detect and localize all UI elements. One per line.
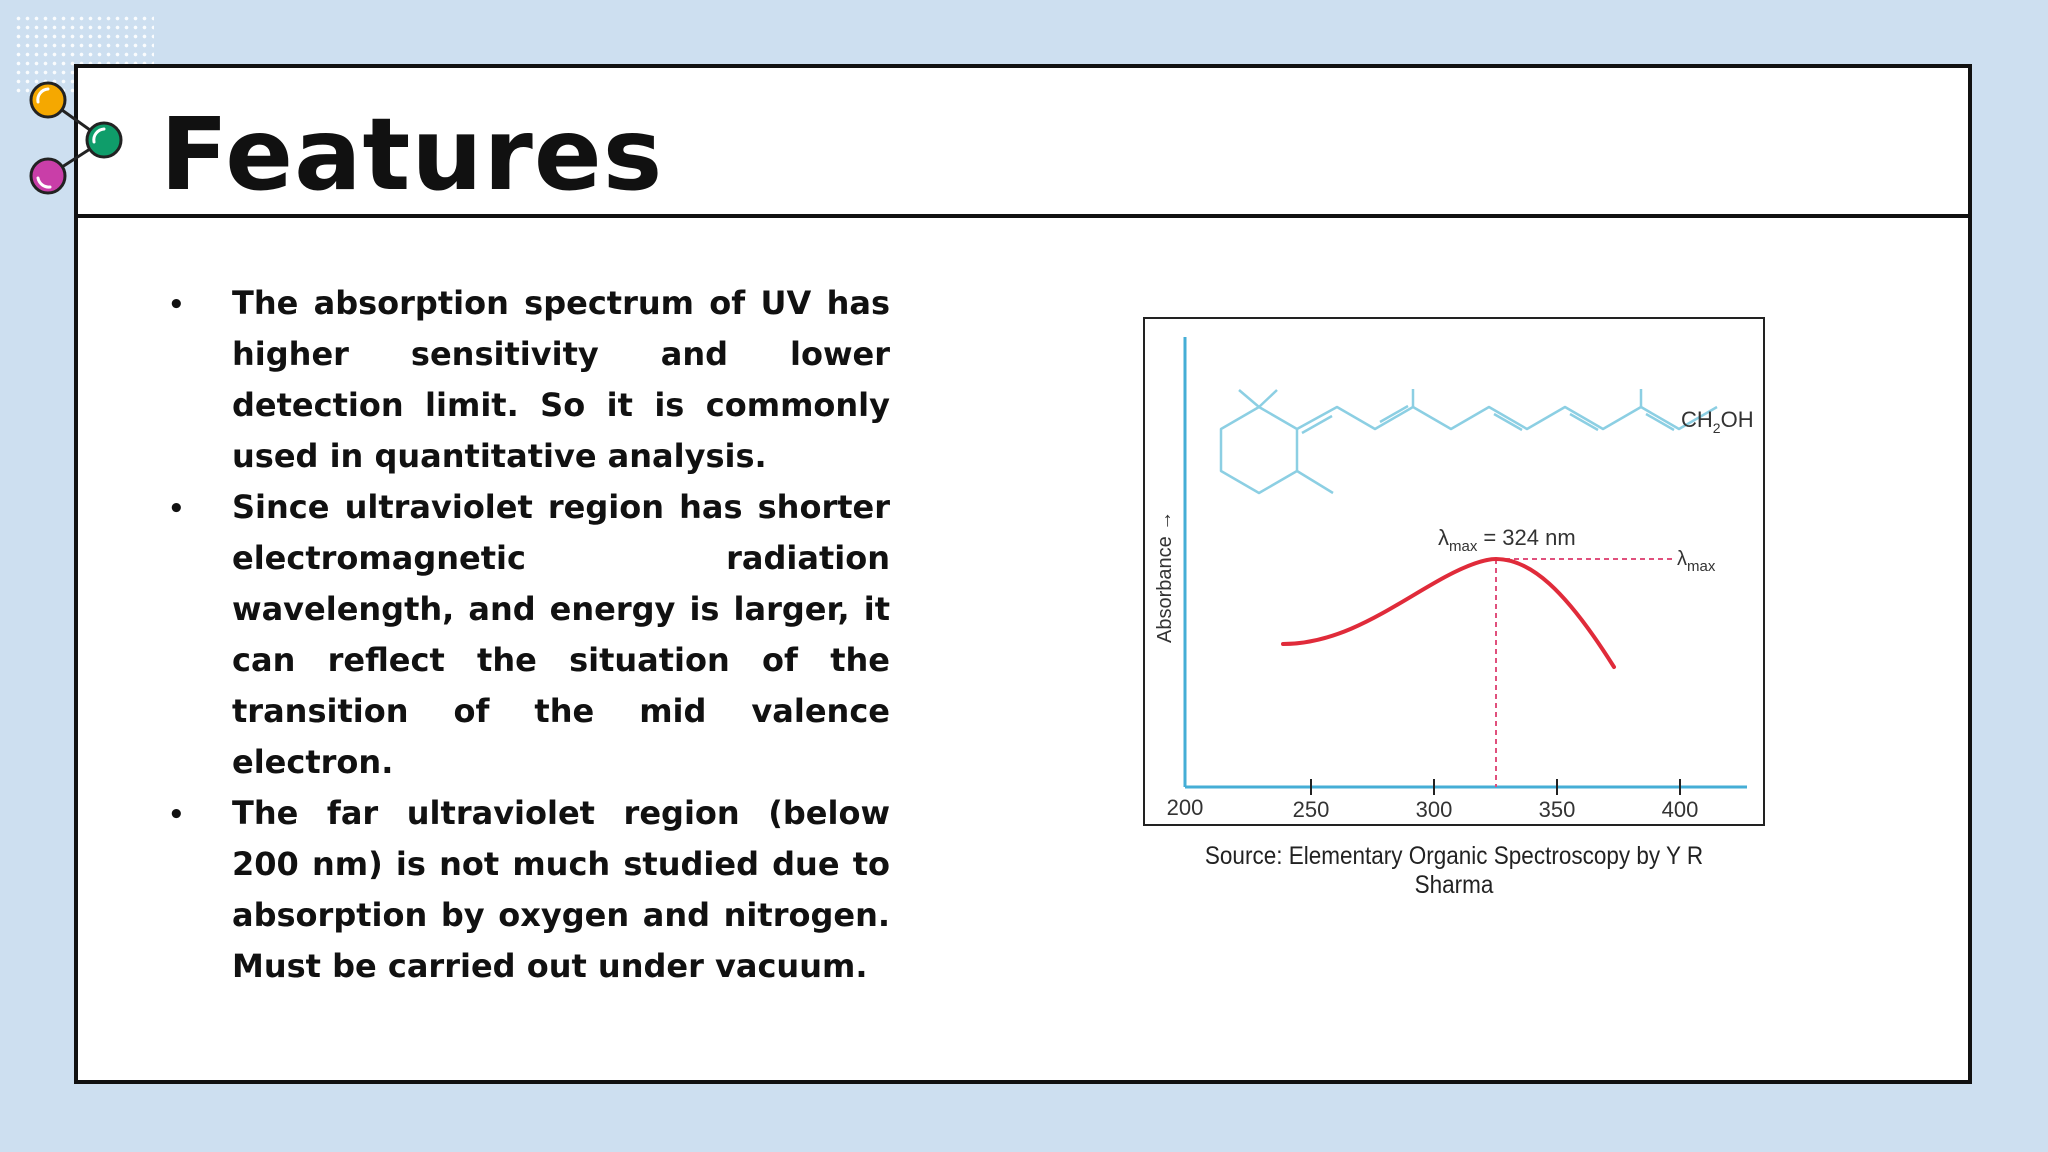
spectrum-figure: 200 250 300 350 400 Absorbance → CH2OH <box>1143 317 1765 826</box>
x-tick-label: 300 <box>1416 797 1453 822</box>
molecule-icon <box>29 81 123 195</box>
spectrum-figure-drawing: 200 250 300 350 400 Absorbance → CH2OH <box>1154 337 1754 822</box>
bullet-item-uv-wavelength: Since ultraviolet region has shorter ele… <box>156 482 890 788</box>
figure-caption: Source: Elementary Organic Spectroscopy … <box>1204 842 1704 899</box>
bullet-item-far-uv: The far ultraviolet region (below 200 nm… <box>156 788 890 992</box>
orange-node-icon <box>29 81 67 119</box>
peak-label: λmax = 324 nm <box>1438 525 1576 555</box>
y-axis-label: Absorbance → <box>1154 511 1176 643</box>
absorption-curve <box>1281 556 1616 669</box>
title-bar: Features <box>78 68 1968 218</box>
x-tick-label: 400 <box>1662 797 1699 822</box>
lambda-max-marker: λmax <box>1677 548 1716 575</box>
slide-title: Features <box>160 96 664 213</box>
bullet-item-uv-sensitivity: The absorption spectrum of UV has higher… <box>156 278 890 482</box>
x-tick-label: 350 <box>1539 797 1576 822</box>
green-node-icon <box>85 121 123 159</box>
x-tick-label: 200 <box>1167 795 1204 820</box>
bullet-list: The absorption spectrum of UV has higher… <box>156 278 890 992</box>
molecule-structure <box>1219 389 1718 495</box>
molecule-label: CH2OH <box>1681 407 1754 436</box>
x-tick-label: 250 <box>1293 797 1330 822</box>
magenta-node-icon <box>29 157 67 195</box>
